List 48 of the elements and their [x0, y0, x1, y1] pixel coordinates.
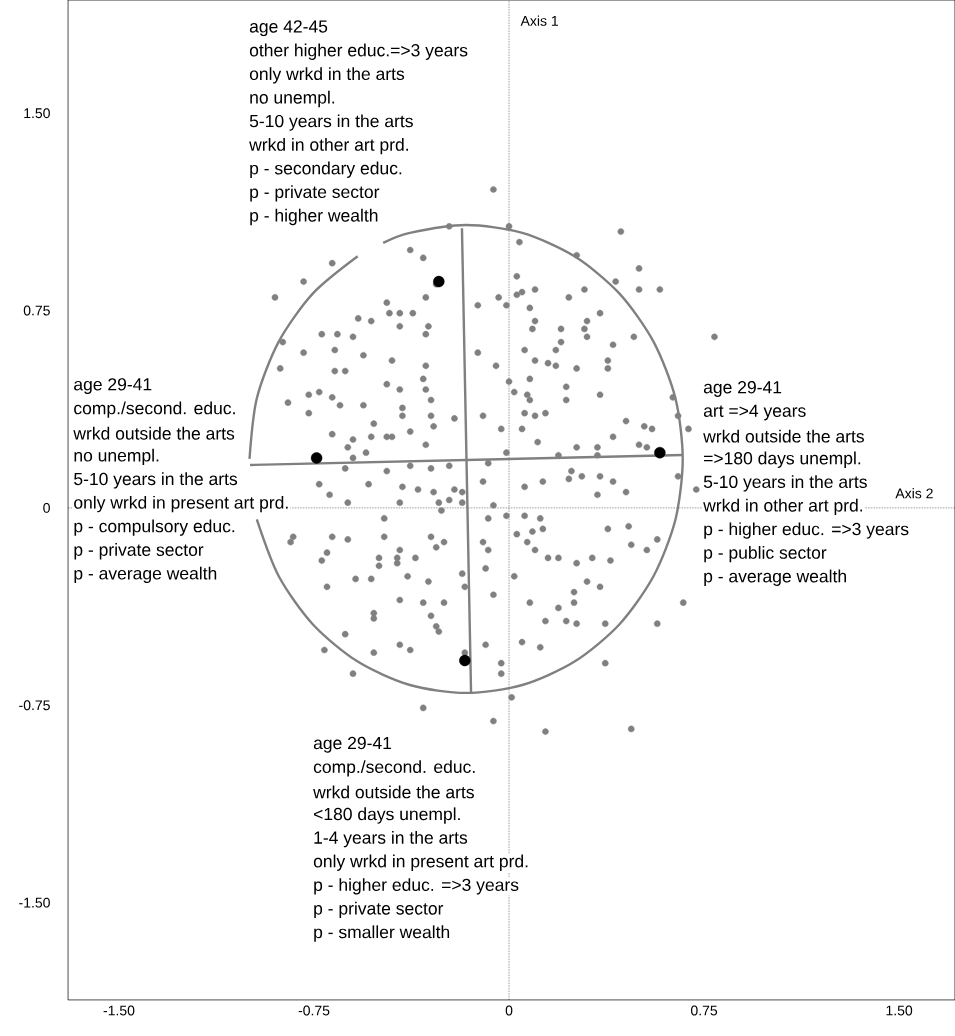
annotation: age 29-41: [74, 378, 152, 394]
annotation: age 29-41: [703, 381, 782, 397]
annotation: comp./second. educ.: [74, 401, 235, 418]
annotation: only wrkd in present art prd.: [74, 495, 288, 513]
annotation: p - public sector: [704, 545, 827, 563]
annotation: only wrkd in the arts: [249, 67, 405, 84]
x-tick-label: -0.75: [298, 1005, 330, 1016]
annotation: wrkd outside the arts: [703, 429, 864, 443]
annotation: p - smaller wealth: [314, 925, 450, 942]
annotation: wrkd outside the arts: [313, 785, 474, 799]
ref-line-label: Axis 2: [895, 488, 933, 499]
annotation: p - secondary educ.: [250, 161, 402, 178]
annotation: p - average wealth: [74, 566, 217, 584]
annotation: wrkd outside the arts: [73, 426, 235, 440]
annotation: p - higher educ. =>3 years: [314, 878, 519, 895]
y-tick-label: 0.75: [23, 305, 50, 316]
annotation: wrkd in other art prd.: [249, 138, 408, 155]
annotation: 5-10 years in the arts: [74, 472, 238, 489]
x-tick-label: 1.50: [886, 1005, 913, 1016]
annotation: 5-10 years in the arts: [703, 475, 867, 492]
x-tick-label: -1.50: [103, 1005, 135, 1016]
annotation: comp./second. educ.: [313, 760, 475, 777]
annotation: 5-10 years in the arts: [249, 114, 413, 131]
annotation: no unempl.: [250, 90, 335, 108]
annotation: 1-4 years in the arts: [314, 830, 468, 848]
annotation: p - higher educ. =>3 years: [704, 522, 909, 539]
annotation: age 29-41: [313, 736, 392, 753]
annotation: age 42-45: [249, 20, 328, 37]
y-tick-label: 0: [43, 502, 50, 513]
annotation: no unempl.: [74, 448, 159, 466]
annotation: art =>4 years: [703, 404, 806, 421]
x-tick-label: 0: [505, 1005, 513, 1016]
annotation: p - private sector: [250, 185, 380, 202]
annotation: p - compulsory educ.: [74, 519, 235, 536]
y-tick-label: 1.50: [24, 108, 50, 119]
annotation: p - average wealth: [704, 569, 846, 586]
annotation: only wrkd in present art prd.: [313, 854, 528, 871]
annotation: p - private sector: [314, 901, 444, 919]
ref-line-label: Axis 1: [520, 15, 558, 26]
annotation: <180 days unempl.: [313, 807, 460, 824]
y-tick-label: -1.50: [19, 897, 50, 908]
annotation: other higher educ.=>3 years: [249, 43, 468, 60]
annotation: p - private sector: [74, 543, 204, 560]
annotation: =>180 days unempl.: [704, 451, 861, 468]
x-tick-label: 0.75: [690, 1005, 718, 1016]
annotation: p - higher wealth: [250, 208, 378, 226]
annotation: wrkd in other art prd.: [703, 498, 863, 516]
y-tick-label: -0.75: [19, 700, 50, 711]
